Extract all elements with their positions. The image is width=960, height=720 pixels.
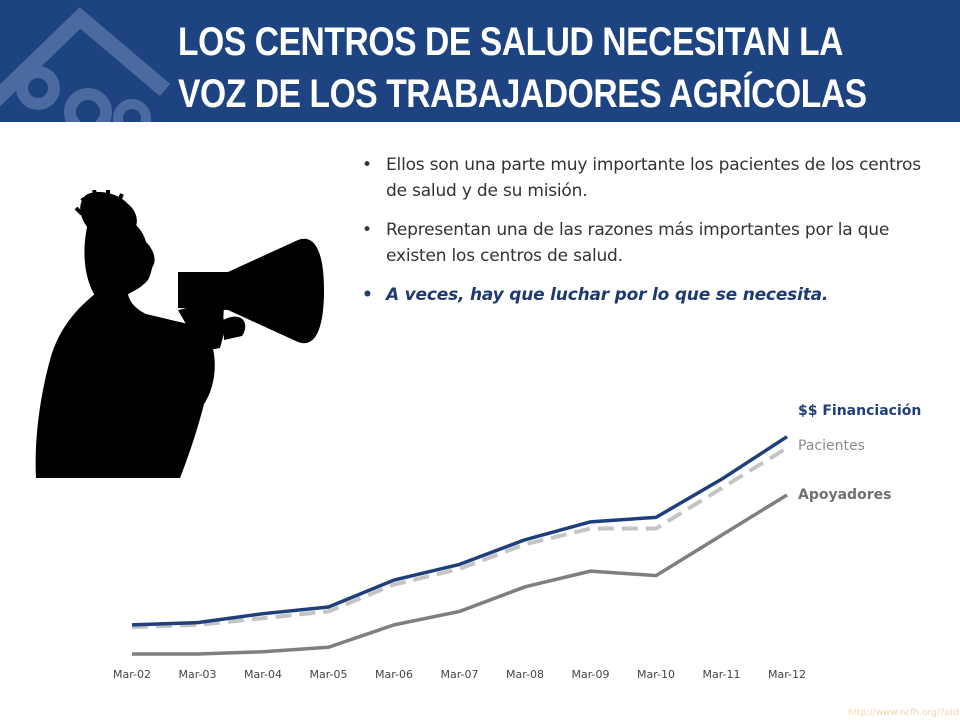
bullet-dot-icon: • (362, 285, 373, 305)
x-tick-label: Mar-03 (178, 668, 216, 681)
x-tick-label: Mar-07 (440, 668, 478, 681)
x-tick-label: Mar-06 (375, 668, 413, 681)
series-layer (131, 435, 789, 656)
bullet-item-2: • Representan una de las razones más impo… (362, 217, 922, 269)
bullet-text-2: Representan una de las razones más impor… (386, 220, 890, 266)
line-chart: Mar-02 Mar-03 Mar-04 Mar-05 Mar-06 Mar-07 Mar-… (113, 403, 921, 681)
bullet-item-1: • Ellos son una parte muy importante los … (362, 152, 922, 204)
header-banner: LOS CENTROS DE SALUD NECESITAN LA VOZ DE… (0, 0, 960, 122)
x-tick-label: Mar-12 (768, 668, 806, 681)
x-tick-label: Mar-08 (506, 668, 544, 681)
x-tick-label: Mar-09 (571, 668, 609, 681)
series-label-apoyadores: Apoyadores (798, 487, 891, 503)
x-tick-label: Mar-10 (637, 668, 675, 681)
series-line-pacientes (131, 446, 789, 630)
x-tick-label: Mar-02 (113, 668, 151, 681)
bullet-dot-icon: • (362, 220, 372, 240)
page-title: LOS CENTROS DE SALUD NECESITAN LA VOZ DE… (178, 16, 867, 120)
woman-megaphone-icon (35, 190, 324, 478)
series-label-financiacion: $$ Financiación (798, 403, 921, 419)
house-logo-icon (0, 7, 171, 122)
series-line-apoyadores (132, 493, 788, 656)
title-line-1: LOS CENTROS DE SALUD NECESITAN LA (178, 20, 844, 64)
bullet-item-3: • A veces, hay que luchar por lo que se n… (362, 282, 922, 308)
series-line-financiacion (131, 435, 788, 627)
series-label-pacientes: Pacientes (798, 438, 865, 454)
x-tick-label: Mar-11 (702, 668, 740, 681)
x-tick-label: Mar-04 (244, 668, 282, 681)
bullet-text-1: Ellos son una parte muy importante los p… (386, 155, 921, 201)
series-labels: $$ Financiación Pacientes Apoyadores (798, 403, 921, 503)
bullet-dot-icon: • (362, 155, 372, 175)
bullet-text-3: A veces, hay que luchar por lo que se ne… (386, 285, 829, 305)
x-tick-labels: Mar-02 Mar-03 Mar-04 Mar-05 Mar-06 Mar-07 Mar-… (113, 668, 806, 681)
footer-url[interactable]: http://www.ncfh.org/?pid (848, 708, 959, 718)
bullet-list: • Ellos son una parte muy importante los … (362, 152, 922, 321)
x-tick-label: Mar-05 (309, 668, 347, 681)
title-line-2: VOZ DE LOS TRABAJADORES AGRÍCOLAS (178, 72, 867, 116)
